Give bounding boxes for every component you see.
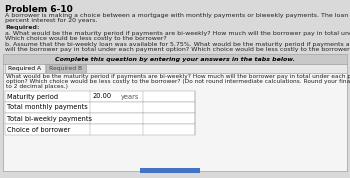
Text: Total monthly payments: Total monthly payments [7,104,88,111]
Text: Choice of borrower: Choice of borrower [7,127,70,132]
Text: to 2 decimal places.): to 2 decimal places.) [6,84,68,89]
Text: A borrower is making a choice between a mortgage with monthly payments or biweek: A borrower is making a choice between a … [5,13,350,18]
Bar [5,113,195,124]
Bar [46,64,86,73]
Text: years: years [121,93,139,100]
Text: option? Which choice would be less costly to the borrower? (Do not round interme: option? Which choice would be less costl… [6,79,350,84]
Bar [3,54,347,64]
Text: Required:: Required: [5,25,40,30]
Bar [5,124,195,135]
Text: Maturity period: Maturity period [7,93,58,100]
Text: Required A: Required A [8,66,42,71]
Bar [140,168,200,173]
Text: a. What would be the maturity period if payments are bi-weekly? How much will th: a. What would be the maturity period if … [5,31,350,36]
Bar [5,64,45,73]
Text: Complete this question by entering your answers in the tabs below.: Complete this question by entering your … [55,56,295,62]
Text: Required B: Required B [49,66,83,71]
Bar [3,64,347,171]
Text: Which choice would be less costly to the borrower?: Which choice would be less costly to the… [5,36,167,41]
Text: percent interest for 20 years.: percent interest for 20 years. [5,18,97,23]
Text: 20.00: 20.00 [93,93,112,100]
Text: What would be the maturity period if payments are bi-weekly? How much will the b: What would be the maturity period if pay… [6,74,350,79]
Bar [5,102,195,113]
Bar [3,73,347,171]
Text: Problem 6-10: Problem 6-10 [5,5,73,14]
Text: b. Assume that the bi-weekly loan was available for 5.75%. What would be the mat: b. Assume that the bi-weekly loan was av… [5,42,350,47]
Text: will the borrower pay in total under each payment option? Which choice would be : will the borrower pay in total under eac… [5,47,350,52]
Text: Total bi-weekly payments: Total bi-weekly payments [7,116,92,122]
Bar [5,91,195,102]
